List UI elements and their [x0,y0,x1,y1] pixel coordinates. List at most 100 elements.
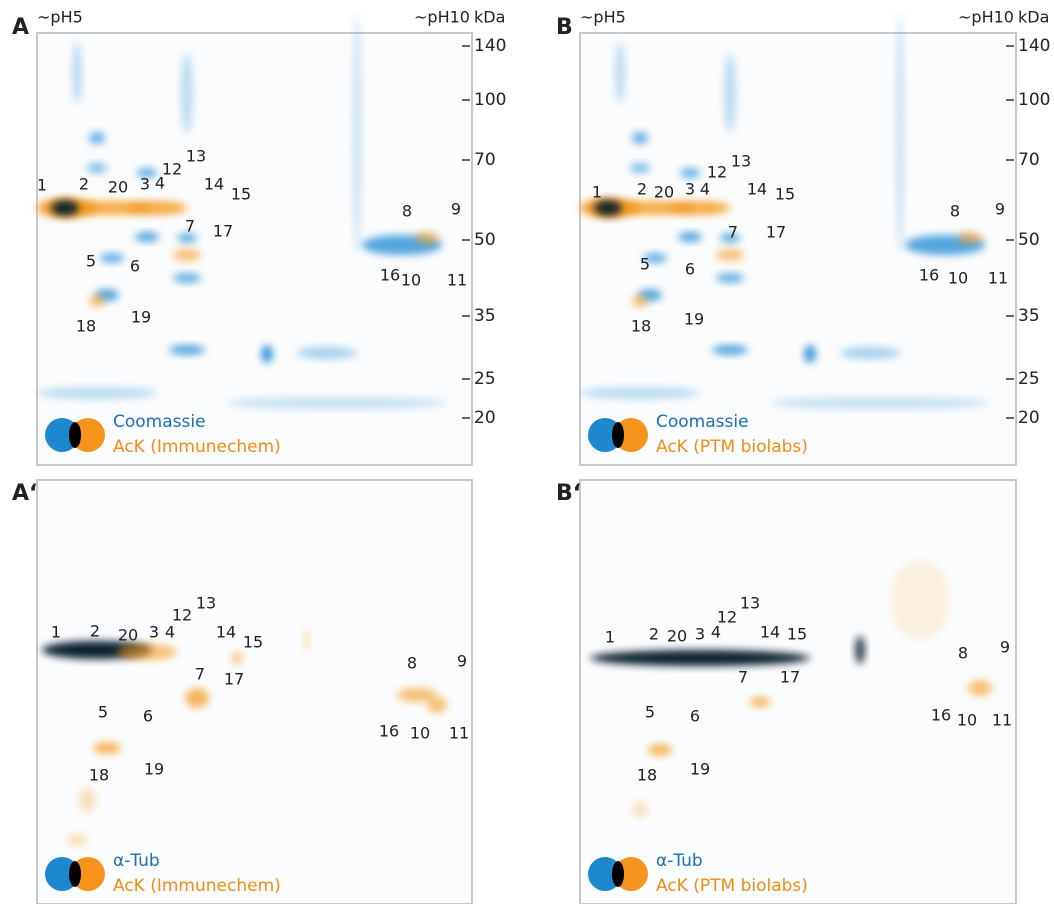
mw-label: 35 [1018,306,1040,326]
spot-label: 11 [447,271,467,290]
mw-label: 50 [1018,230,1040,250]
spot-label: 9 [457,652,467,671]
gel-spot [173,273,201,283]
gel-spot [632,295,648,307]
spot-label: 14 [760,623,780,642]
gel-spot [896,13,904,253]
legend-antibody: AcK (PTM biolabs) [656,437,808,457]
mw-label: 25 [474,369,496,389]
spot-label: 6 [143,707,153,726]
spot-label: 10 [948,269,968,288]
spot-label: 6 [690,707,700,726]
mw-label: 140 [1018,36,1050,56]
legend-stain: α-Tub [113,851,160,871]
spot-label: 13 [740,594,760,613]
spot-label: 20 [118,626,138,645]
spot-label: 9 [1000,638,1010,657]
spot-label: 11 [988,269,1008,288]
gel-spot [427,697,447,713]
gel-spot [415,232,439,244]
gel-spot [590,650,810,666]
spot-label: 10 [401,271,421,290]
spot-label: 1 [37,176,47,195]
panel-letter: A‘ [12,481,37,506]
spot-label: 7 [738,668,748,687]
spot-label: 6 [130,257,140,276]
spot-label: 14 [204,175,224,194]
mw-label: 20 [1018,408,1040,428]
gel-spot [51,200,79,216]
gel-spot [304,628,310,652]
gel-frame [580,480,1016,904]
gel-spot [89,295,105,307]
spot-label: 3 [695,625,705,644]
spot-label: 7 [195,665,205,684]
gel-spot [615,43,625,103]
legend-stain: α-Tub [656,851,703,871]
gel-spot [261,345,273,363]
spot-label: 10 [957,711,977,730]
spot-label: 10 [410,724,430,743]
spot-label: 16 [919,266,939,285]
spot-label: 4 [165,623,175,642]
gel-spot [353,13,361,253]
mw-label: 100 [1018,90,1050,110]
mw-unit: kDa [474,8,505,27]
mw-label: 100 [474,90,506,110]
mw-label: 140 [474,36,506,56]
mw-label: 50 [474,230,496,250]
mw-label: 70 [1018,150,1040,170]
gel-spot [181,53,193,133]
spot-label: 17 [780,668,800,687]
spot-label: 14 [216,623,236,642]
legend-antibody: AcK (PTM biolabs) [656,876,808,896]
spot-label: 5 [86,252,96,271]
gel-spot [169,345,205,355]
gel-spot [100,253,124,263]
gel-spot [716,249,744,261]
spot-label: 15 [787,625,807,644]
legend-overlap [612,422,624,448]
spot-label: 5 [645,703,655,722]
gel-spot [231,652,243,664]
spot-label: 6 [685,260,695,279]
spot-label: 18 [76,317,96,336]
spot-label: 16 [931,706,951,725]
spot-label: 16 [380,266,400,285]
gel-spot [890,560,950,640]
mw-label: 25 [1018,369,1040,389]
spot-label: 17 [224,670,244,689]
legend-overlap [612,861,624,887]
gel-spot [89,132,105,144]
gel-spot [127,201,187,215]
spot-label: 8 [950,202,960,221]
spot-label: 9 [995,200,1005,219]
gel-spot [958,232,982,244]
gel-spot [87,163,107,173]
gel-spot [135,232,159,242]
spot-label: 15 [775,185,795,204]
spot-label: 15 [231,185,251,204]
mw-label: 70 [474,150,496,170]
gel-spot [79,788,95,812]
gel-spot [804,345,816,363]
spot-label: 20 [108,178,128,197]
spot-label: 14 [747,180,767,199]
gel-spot [37,387,157,399]
spot-label: 20 [654,183,674,202]
spot-label: 8 [402,202,412,221]
gel-spot [770,397,990,409]
gel-spot [716,273,744,283]
spot-label: 17 [213,222,233,241]
spot-label: 19 [684,310,704,329]
legend-antibody: AcK (Immunechem) [113,437,281,457]
spot-label: 1 [605,628,615,647]
spot-label: 7 [728,223,738,242]
spot-label: 9 [451,200,461,219]
legend-antibody: AcK (Immunechem) [113,876,281,896]
gel-spot [580,387,700,399]
gel-spot [72,43,82,103]
gel-spot [227,397,447,409]
spot-label: 11 [992,711,1012,730]
spot-label: 19 [131,308,151,327]
